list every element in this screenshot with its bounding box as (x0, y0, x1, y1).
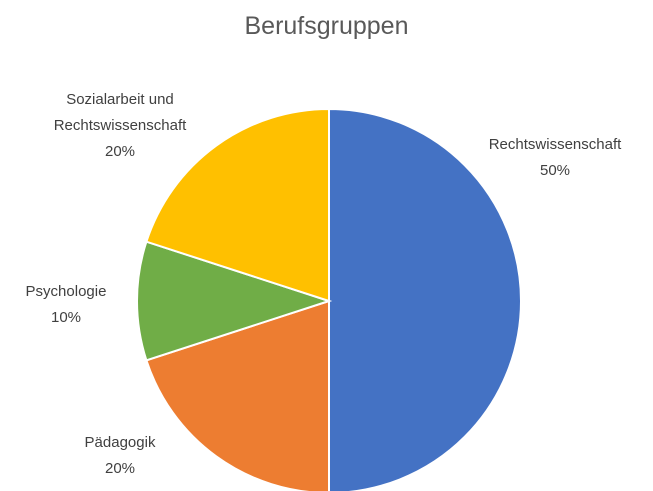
value-label: 10% (50, 309, 82, 326)
pie-slice (145, 299, 330, 491)
slice-label: Rechtswissenschaft 50% (470, 132, 640, 184)
chart-title: Berufsgruppen (244, 12, 409, 40)
slice-label: Sozialarbeit und Rechtswissenschaft 20% (40, 87, 200, 165)
pie-slice (136, 240, 333, 362)
slice-label: Psychologie 10% (0, 279, 151, 331)
slice-label: Pädagogik 20% (35, 430, 205, 482)
category-label: Psychologie (25, 283, 107, 300)
category-label: Rechtswissenschaft (488, 136, 622, 153)
category-label: Pädagogik (84, 434, 156, 451)
category-label: Sozialarbeit und Rechtswissenschaft (53, 91, 187, 134)
value-label: 20% (104, 143, 136, 160)
value-label: 20% (104, 460, 136, 477)
pie-slice (328, 107, 522, 491)
pie-slice (145, 107, 330, 303)
value-label: 50% (539, 162, 571, 179)
